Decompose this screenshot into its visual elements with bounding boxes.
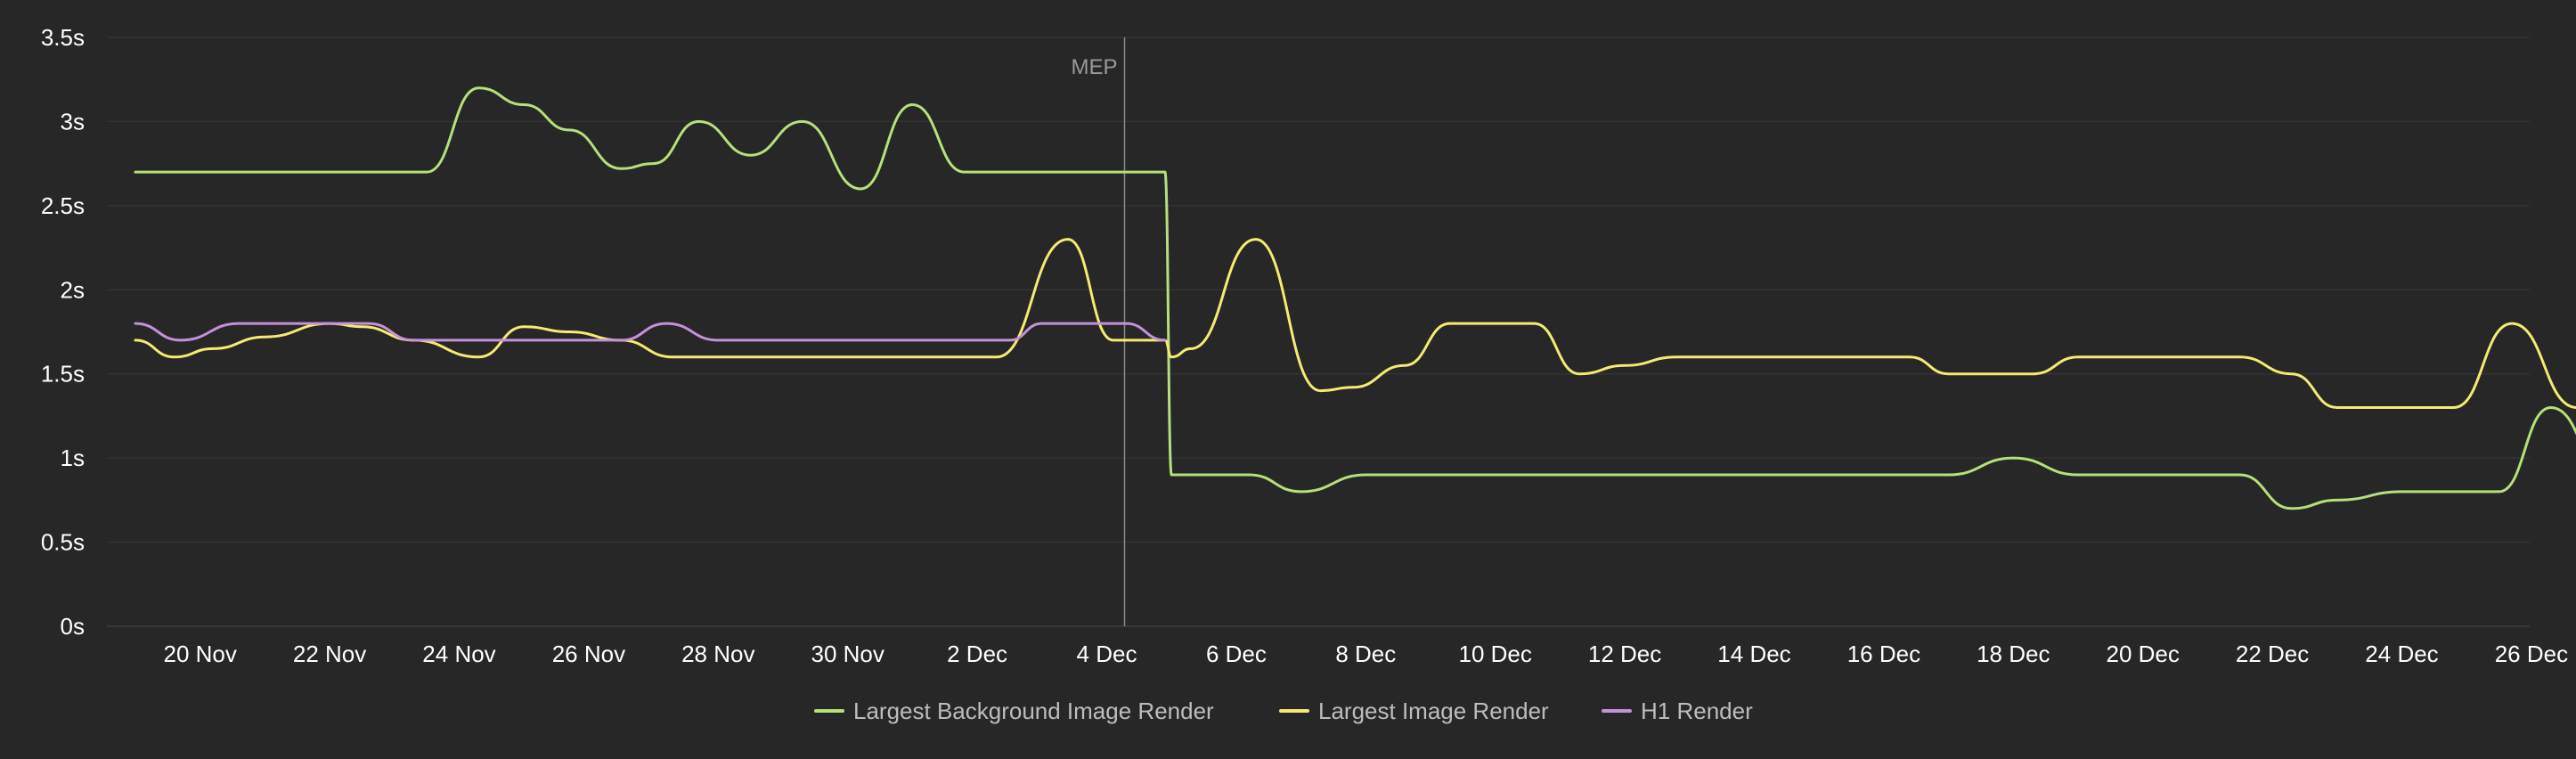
legend-item[interactable]: Largest Background Image Render <box>814 698 1214 724</box>
x-tick-label: 4 Dec <box>1077 641 1137 667</box>
x-tick-label: 20 Nov <box>164 641 237 667</box>
legend-label: Largest Image Render <box>1318 698 1549 724</box>
legend-item[interactable]: Largest Image Render <box>1279 698 1549 724</box>
x-tick-label: 2 Dec <box>947 641 1007 667</box>
x-tick-label: 26 Dec <box>2495 641 2568 667</box>
x-tick-label: 22 Nov <box>293 641 366 667</box>
series-line-1 <box>134 238 2576 410</box>
x-tick-label: 24 Nov <box>422 641 495 667</box>
x-tick-label: 10 Dec <box>1459 641 1532 667</box>
y-axis: 0s 0.5s 1s 1.5s 2s 2.5s 3s 3.5s <box>41 24 85 640</box>
x-tick-label: 26 Nov <box>552 641 625 667</box>
y-tick-label: 2s <box>61 276 85 303</box>
y-tick-label: 0s <box>61 613 85 640</box>
x-tick-label: 20 Dec <box>2107 641 2180 667</box>
annotations: MEP <box>1071 37 1126 626</box>
x-tick-label: 28 Nov <box>681 641 754 667</box>
x-tick-label: 16 Dec <box>1847 641 1920 667</box>
annotation-label: MEP <box>1071 55 1117 79</box>
y-tick-label: 0.5s <box>41 529 85 556</box>
series-line-0 <box>134 86 2576 510</box>
x-tick-label: 30 Nov <box>811 641 884 667</box>
legend: Largest Background Image Render Largest I… <box>814 698 1753 724</box>
x-tick-label: 22 Dec <box>2236 641 2309 667</box>
x-tick-label: 14 Dec <box>1717 641 1790 667</box>
x-tick-label: 6 Dec <box>1206 641 1267 667</box>
y-tick-label: 3s <box>61 108 85 135</box>
legend-label: Largest Background Image Render <box>853 698 1214 724</box>
y-tick-label: 1.5s <box>41 361 85 388</box>
grid-lines <box>107 37 2530 627</box>
y-tick-label: 2.5s <box>41 192 85 219</box>
legend-label: H1 Render <box>1641 698 1753 724</box>
x-tick-label: 24 Dec <box>2365 641 2438 667</box>
y-tick-label: 1s <box>61 445 85 471</box>
x-axis: 20 Nov 22 Nov 24 Nov 26 Nov 28 Nov 30 Nov 2 De… <box>164 641 2569 667</box>
y-tick-label: 3.5s <box>41 24 85 51</box>
x-tick-label: 18 Dec <box>1977 641 2050 667</box>
legend-item[interactable]: H1 Render <box>1602 698 1753 724</box>
x-tick-label: 12 Dec <box>1588 641 1661 667</box>
series-lines <box>134 86 2576 510</box>
x-tick-label: 8 Dec <box>1335 641 1396 667</box>
series-line-2 <box>134 322 1167 342</box>
